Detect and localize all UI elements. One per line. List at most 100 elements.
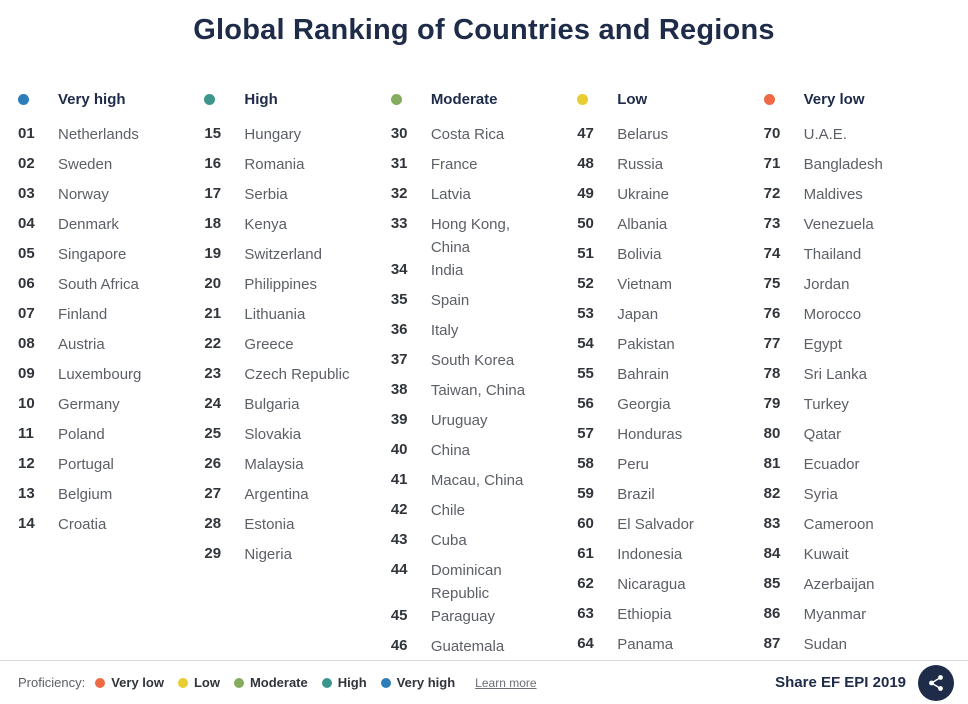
country-name: Pakistan — [617, 336, 675, 353]
ranking-row: 10 Germany — [18, 393, 204, 423]
country-name: U.A.E. — [803, 126, 847, 143]
column-label: Low — [617, 90, 648, 108]
country-name: Jordan — [803, 276, 850, 293]
rank-number: 33 — [390, 215, 408, 232]
footer-bar: Proficiency: Very low Low Moderate High Very… — [0, 660, 968, 704]
ranking-row: 45 Paraguay — [391, 605, 577, 635]
ranking-column: Low 47 Belarus 48 Russia 49 Ukraine 50 Albania 51… — [577, 89, 763, 665]
ranking-row: 52 Vietnam — [577, 273, 763, 303]
ranking-row: 80 Qatar — [764, 423, 950, 453]
ranking-row: 32 Latvia — [391, 183, 577, 213]
rank-number: 59 — [577, 485, 594, 502]
rank-number: 26 — [204, 455, 222, 472]
country-name: Bulgaria — [244, 396, 300, 413]
share-button[interactable] — [918, 664, 954, 701]
country-name: Luxembourg — [58, 366, 142, 383]
ranking-row: 21 Lithuania — [204, 303, 390, 333]
ranking-row: 46 Guatemala — [391, 635, 577, 665]
ranking-row: 17 Serbia — [204, 183, 390, 213]
country-name: Argentina — [244, 486, 309, 503]
legend-label: Very low — [111, 675, 164, 690]
rank-number: 30 — [390, 125, 408, 142]
rank-number: 02 — [18, 155, 35, 172]
ranking-row: 22 Greece — [204, 333, 390, 363]
country-name: Peru — [617, 456, 649, 473]
ranking-row: 73 Venezuela — [764, 213, 950, 243]
ranking-row: 76 Morocco — [764, 303, 950, 333]
country-name: Denmark — [58, 216, 119, 233]
column-header: Very high — [18, 89, 204, 109]
rank-number: 17 — [204, 185, 222, 202]
country-name: Austria — [58, 336, 105, 353]
country-name: Bahrain — [617, 366, 669, 383]
country-name: Uruguay — [430, 412, 488, 429]
country-name: Costa Rica — [430, 126, 505, 143]
country-name: Belgium — [58, 486, 113, 503]
country-name: Myanmar — [803, 606, 867, 623]
legend-label: Very high — [396, 675, 456, 690]
rank-number: 34 — [390, 261, 408, 278]
share-icon — [927, 674, 945, 692]
country-name: Finland — [58, 306, 108, 323]
column-header: Low — [577, 89, 763, 109]
country-name: China — [430, 442, 471, 459]
rank-number: 77 — [763, 335, 781, 352]
legend-dot — [95, 677, 106, 688]
learn-more-link[interactable]: Learn more — [475, 675, 537, 690]
rank-number: 32 — [390, 185, 408, 202]
rank-number: 40 — [390, 441, 408, 458]
ranking-row: 63 Ethiopia — [577, 603, 763, 633]
country-name: Romania — [244, 156, 305, 173]
legend-dot — [321, 677, 332, 688]
rank-number: 71 — [763, 155, 781, 172]
legend-label: Moderate — [249, 675, 308, 690]
country-name: Bolivia — [617, 246, 662, 263]
rank-number: 58 — [577, 455, 594, 472]
ranking-row: 56 Georgia — [577, 393, 763, 423]
rank-number: 05 — [18, 245, 35, 262]
ranking-row: 11 Poland — [18, 423, 204, 453]
country-name: France — [430, 156, 478, 173]
ranking-row: 54 Pakistan — [577, 333, 763, 363]
country-name: Panama — [617, 636, 674, 653]
country-name: Dominican Republic — [430, 562, 502, 602]
rank-number: 56 — [577, 395, 594, 412]
rank-number: 24 — [204, 395, 222, 412]
country-name: Bangladesh — [803, 156, 883, 173]
rank-number: 16 — [204, 155, 222, 172]
ranking-row: 31 France — [391, 153, 577, 183]
ranking-row: 12 Portugal — [18, 453, 204, 483]
rank-number: 48 — [577, 155, 594, 172]
country-name: South Korea — [430, 352, 515, 369]
ranking-row: 20 Philippines — [204, 273, 390, 303]
proficiency-band-dot — [390, 93, 402, 105]
ranking-column: High 15 Hungary 16 Romania 17 Serbia 18 Kenya 19 S… — [204, 89, 390, 665]
ranking-row: 15 Hungary — [204, 123, 390, 153]
rank-number: 84 — [763, 545, 781, 562]
rank-number: 08 — [18, 335, 35, 352]
country-name: Kenya — [244, 216, 287, 233]
rank-number: 70 — [763, 125, 781, 142]
rank-number: 07 — [18, 305, 35, 322]
rank-number: 73 — [763, 215, 781, 232]
column-label: Very high — [58, 90, 126, 108]
ranking-row: 18 Kenya — [204, 213, 390, 243]
ranking-row: 83 Cameroon — [764, 513, 950, 543]
rank-number: 28 — [204, 515, 222, 532]
rank-number: 06 — [18, 275, 35, 292]
rank-number: 54 — [577, 335, 594, 352]
rank-number: 60 — [577, 515, 594, 532]
ranking-row: 25 Slovakia — [204, 423, 390, 453]
ranking-row: 75 Jordan — [764, 273, 950, 303]
ranking-row: 19 Switzerland — [204, 243, 390, 273]
country-name: Latvia — [430, 186, 471, 203]
ranking-row: 50 Albania — [577, 213, 763, 243]
rank-number: 49 — [577, 185, 594, 202]
rank-number: 62 — [577, 575, 594, 592]
rank-number: 63 — [577, 605, 594, 622]
country-name: Ukraine — [617, 186, 669, 203]
country-name: Cuba — [430, 532, 467, 549]
country-name: Syria — [803, 486, 838, 503]
ranking-row: 23 Czech Republic — [204, 363, 390, 393]
rank-number: 37 — [390, 351, 408, 368]
